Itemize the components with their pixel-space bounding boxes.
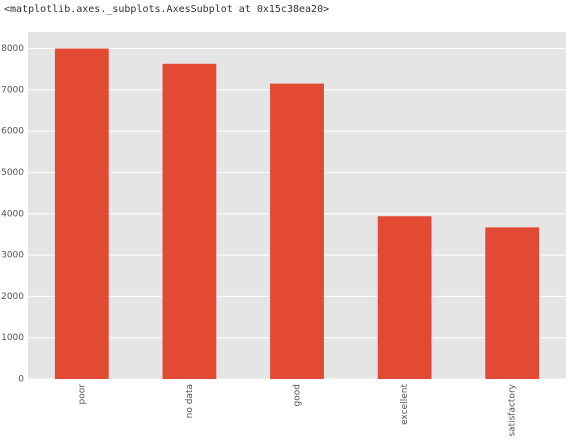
bar bbox=[54, 48, 109, 380]
y-tick-label: 7000 bbox=[1, 85, 24, 95]
y-tick-label: 5000 bbox=[1, 168, 24, 178]
y-tick-label: 3000 bbox=[1, 251, 24, 261]
y-tick-label: 4000 bbox=[1, 209, 24, 219]
bar bbox=[270, 83, 324, 379]
y-tick-label: 0 bbox=[18, 375, 24, 385]
bar bbox=[377, 216, 432, 379]
x-tick-label: poor bbox=[77, 384, 87, 405]
x-tick-label: no data bbox=[185, 384, 195, 418]
y-tick-label: 6000 bbox=[1, 127, 24, 137]
x-tick-label: excellent bbox=[400, 384, 410, 425]
y-tick-label: 8000 bbox=[1, 44, 24, 54]
y-tick-label: 1000 bbox=[1, 333, 24, 343]
bar bbox=[485, 227, 540, 379]
bar bbox=[162, 63, 217, 379]
output-text: <matplotlib.axes._subplots.AxesSubplot a… bbox=[4, 4, 330, 15]
x-tick-label: satisfactory bbox=[508, 383, 518, 436]
y-tick-label: 2000 bbox=[1, 292, 24, 302]
x-tick-label: good bbox=[293, 384, 303, 406]
